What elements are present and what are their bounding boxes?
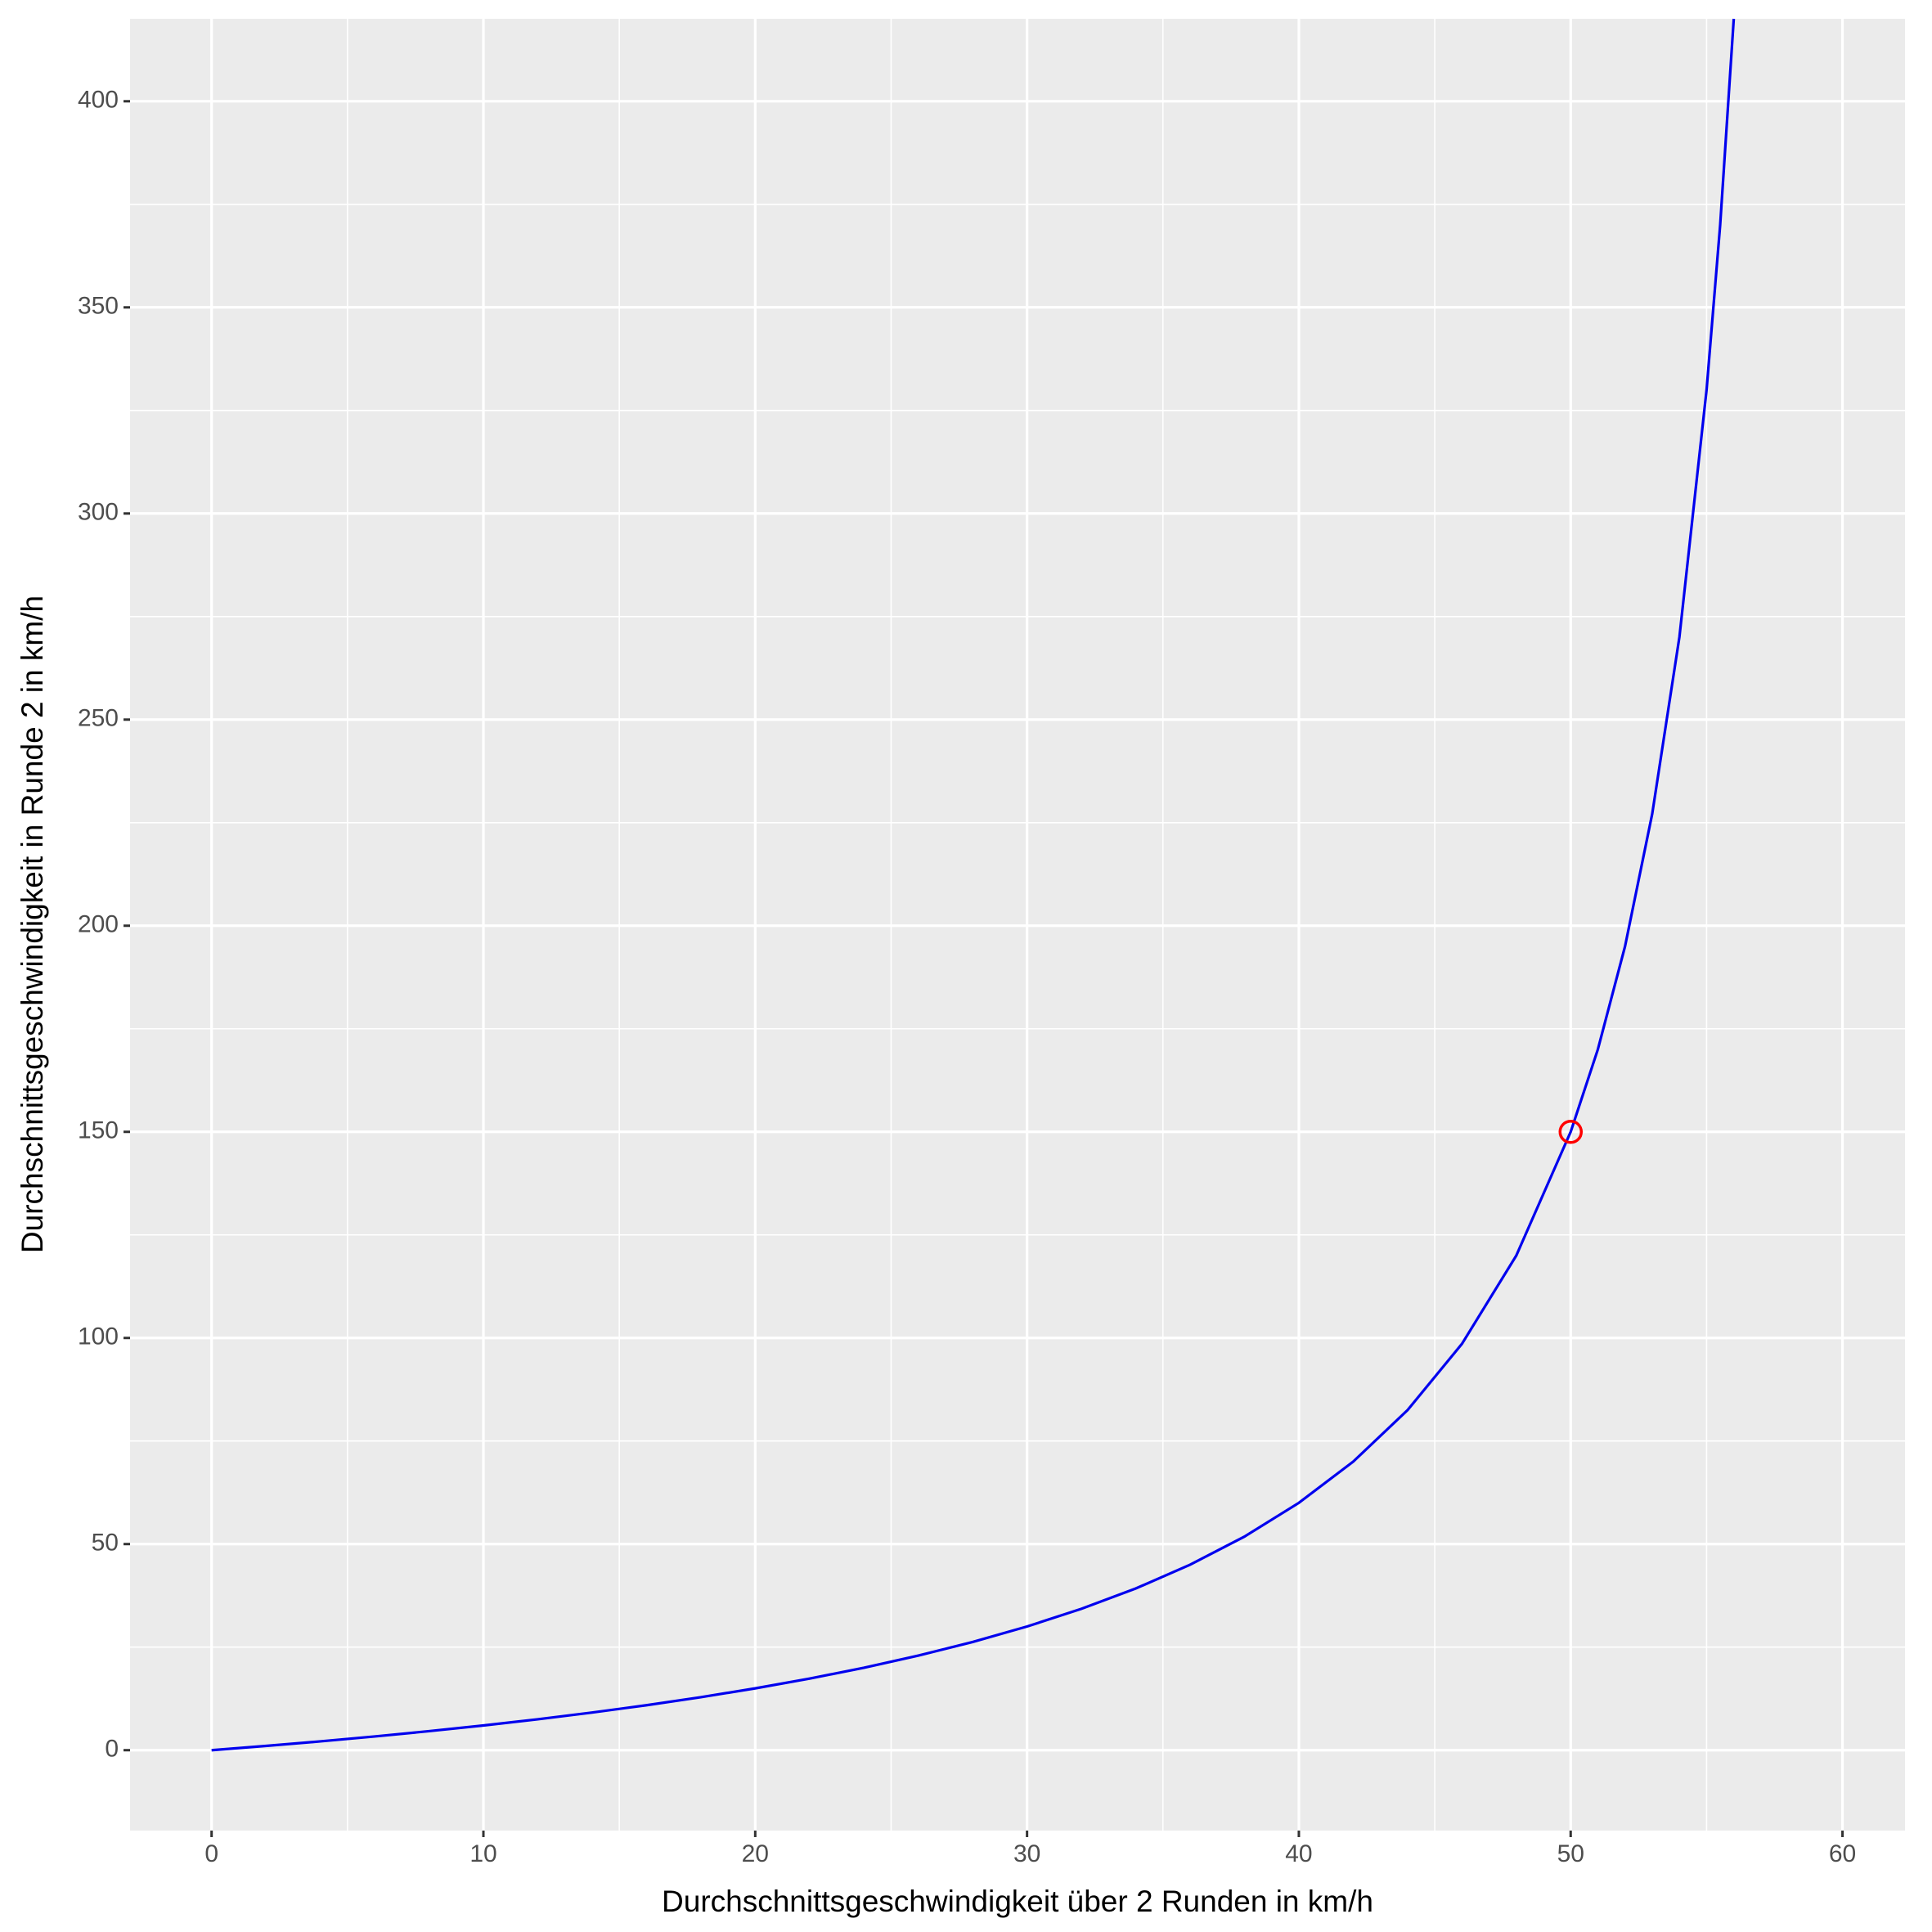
x-axis-title: Durchschnittsgeschwindigkeit über 2 Rund… bbox=[662, 1885, 1373, 1918]
y-tick-label: 300 bbox=[78, 499, 119, 526]
line bbox=[211, 18, 1736, 1752]
y-tick-label: 350 bbox=[78, 293, 119, 320]
y-tick-label: 50 bbox=[92, 1530, 119, 1557]
x-tick-label: 50 bbox=[1557, 1840, 1584, 1867]
y-axis-title: Durchschnittsgeschwindigkeit in Runde 2 … bbox=[16, 595, 49, 1253]
x-tick-label: 30 bbox=[1013, 1840, 1040, 1867]
x-tick-label: 0 bbox=[204, 1840, 218, 1867]
y-tick-label: 200 bbox=[78, 911, 119, 938]
x-tick-label: 40 bbox=[1285, 1840, 1312, 1867]
y-tick-label: 250 bbox=[78, 705, 119, 732]
x-tick-label: 20 bbox=[742, 1840, 769, 1867]
y-tick-label: 0 bbox=[105, 1736, 119, 1763]
y-tick-label: 400 bbox=[78, 87, 119, 114]
point bbox=[1558, 1120, 1584, 1144]
x-tick-label: 10 bbox=[470, 1840, 496, 1867]
x-tick-label: 60 bbox=[1829, 1840, 1856, 1867]
y-tick-label: 100 bbox=[78, 1323, 119, 1350]
y-tick-label: 150 bbox=[78, 1117, 119, 1144]
